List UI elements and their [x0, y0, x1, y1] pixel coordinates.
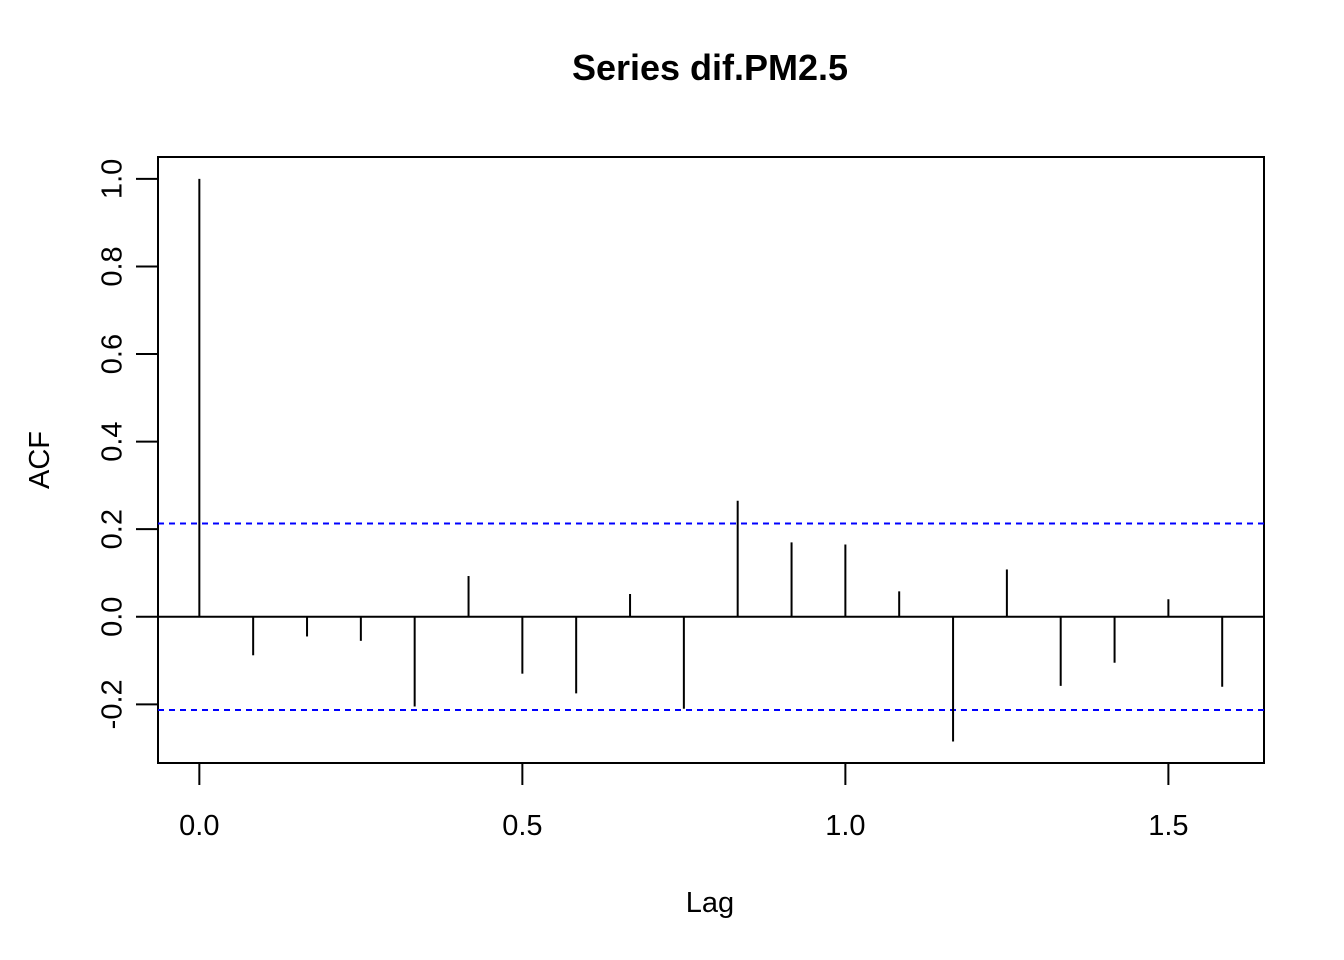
x-tick-label: 0.5 [502, 810, 542, 842]
x-axis-label: Lag [686, 887, 734, 919]
y-tick-label: 0.4 [97, 421, 129, 461]
y-tick-label: 0.2 [97, 509, 129, 549]
chart-title: Series dif.PM2.5 [572, 47, 848, 88]
y-tick-label: 0.6 [97, 334, 129, 374]
y-tick-label: 1.0 [97, 159, 129, 199]
y-axis: -0.2 0.0 0.2 0.4 0.6 0.8 1.0 [97, 159, 159, 729]
plot-frame [157, 156, 1265, 764]
x-tick-label: 0.0 [179, 810, 219, 842]
x-axis: 0.0 0.5 1.0 1.5 [179, 762, 1189, 842]
y-tick-label: 0.0 [97, 597, 129, 637]
x-tick-label: 1.5 [1148, 810, 1188, 842]
y-tick-label: 0.8 [97, 246, 129, 286]
plot-area [158, 178, 1264, 742]
y-axis-label: ACF [24, 431, 56, 489]
x-tick-label: 1.0 [825, 810, 865, 842]
y-tick-label: -0.2 [97, 679, 129, 729]
